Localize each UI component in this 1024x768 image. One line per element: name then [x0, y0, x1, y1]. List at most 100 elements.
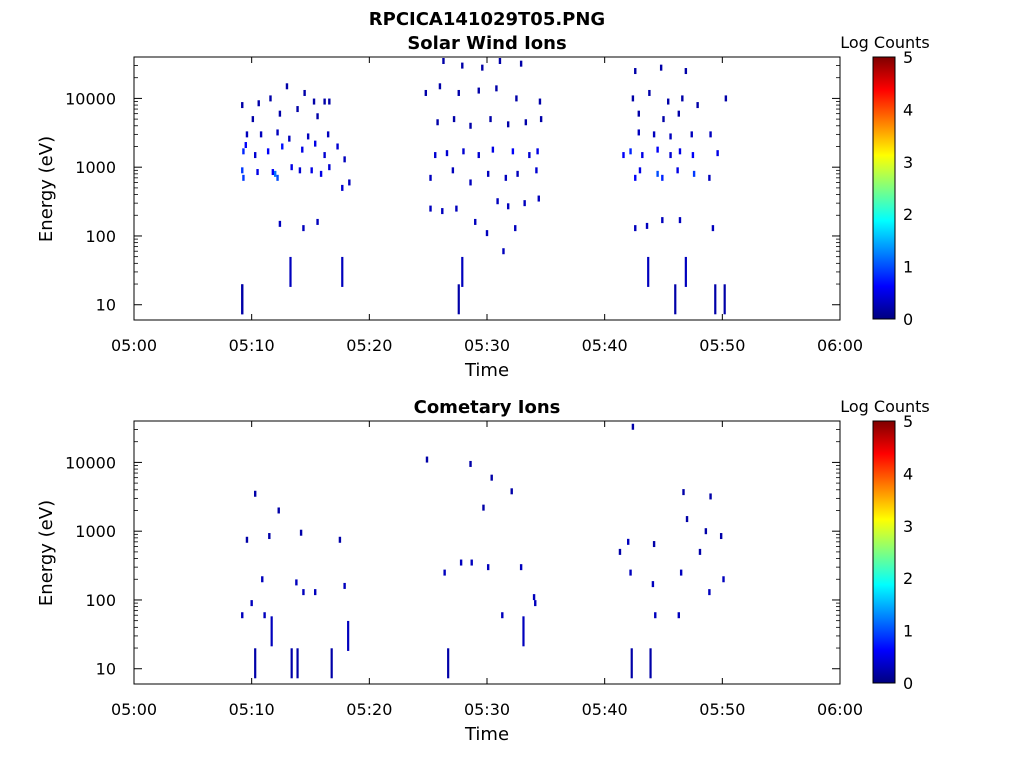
colorbar-tick-label: 1	[903, 622, 913, 641]
data-cell	[302, 225, 305, 232]
data-cell	[242, 148, 245, 155]
data-cell	[511, 148, 515, 155]
data-cell	[698, 548, 702, 555]
data-cell	[506, 203, 510, 210]
y-tick-label: 100	[85, 227, 116, 246]
data-cell	[298, 167, 302, 174]
data-cell	[316, 218, 319, 225]
data-cell	[253, 490, 257, 497]
data-cell	[661, 174, 664, 181]
data-cell	[627, 538, 630, 545]
data-cell	[661, 217, 664, 224]
y-tick-label: 10	[96, 660, 116, 679]
data-cell	[343, 156, 346, 163]
data-cell	[285, 83, 289, 90]
data-cell	[486, 564, 490, 571]
data-cell	[656, 146, 659, 153]
data-cell	[441, 208, 444, 215]
data-cell	[519, 564, 523, 571]
colorbar-tick-label: 0	[903, 310, 913, 329]
data-cell	[310, 167, 313, 174]
panel-1-plot-area	[133, 56, 841, 321]
data-cell	[281, 143, 284, 150]
colorbar-tick-label: 3	[903, 517, 913, 536]
data-cell	[314, 140, 317, 147]
data-cell	[678, 217, 682, 224]
data-cell	[274, 170, 277, 177]
data-cell	[244, 142, 247, 149]
data-cell	[691, 152, 695, 159]
data-cell	[647, 256, 650, 287]
colorbar-tick-label: 4	[903, 464, 913, 483]
panel-2-ylabel: Energy (eV)	[36, 500, 57, 606]
data-cell	[278, 110, 282, 117]
data-cell	[696, 102, 699, 109]
data-cell	[704, 528, 708, 535]
data-cell	[491, 146, 495, 153]
data-cell	[637, 129, 640, 136]
data-cell	[502, 248, 505, 255]
data-cell	[535, 167, 538, 174]
data-cell	[536, 148, 539, 155]
data-cell	[504, 174, 508, 181]
data-cell	[245, 536, 249, 543]
data-cell	[489, 116, 492, 123]
data-cell	[534, 600, 537, 607]
data-cell	[343, 582, 346, 589]
data-cell	[708, 589, 711, 596]
y-tick-label: 10000	[65, 453, 116, 472]
data-cell	[263, 612, 266, 619]
data-cell	[674, 284, 677, 315]
data-cell	[259, 131, 263, 138]
data-cell	[270, 616, 273, 647]
data-cell	[474, 218, 477, 225]
data-cell	[486, 170, 490, 177]
data-cell	[495, 85, 498, 92]
data-cell	[482, 504, 485, 511]
data-cell	[532, 594, 536, 601]
panel-1-ylabel: Energy (eV)	[36, 136, 57, 242]
data-cell	[328, 98, 331, 105]
data-cell	[645, 222, 649, 229]
data-cell	[328, 164, 331, 171]
data-cell	[434, 152, 437, 159]
data-cell	[290, 164, 293, 171]
data-cell	[266, 148, 270, 155]
data-cell	[631, 423, 635, 430]
data-cell	[455, 205, 458, 212]
data-cell	[485, 230, 489, 237]
x-tick-label: 05:10	[229, 700, 275, 719]
data-cell	[330, 648, 333, 679]
y-tick-label: 10000	[65, 89, 116, 108]
data-cell	[306, 133, 310, 140]
data-cell	[424, 89, 428, 96]
x-tick-label: 05:40	[582, 700, 628, 719]
panel-2-axes: 05:00 05:10 05:20 05:30 05:40 05:50 06:00 10 100…	[65, 420, 863, 719]
x-tick-label: 06:00	[817, 700, 863, 719]
data-cell	[631, 95, 635, 102]
panel-1-colorbar-label: Log Counts	[840, 33, 930, 52]
data-cell	[312, 98, 316, 105]
panel-solar-wind: Solar Wind Ions 05:00 05:10 05:20 05:30 05:4…	[36, 33, 930, 381]
data-cell	[245, 131, 249, 138]
data-cell	[301, 146, 304, 153]
data-cell	[669, 133, 672, 140]
data-cell	[461, 256, 464, 287]
data-cell	[692, 170, 696, 177]
data-cell	[438, 83, 442, 90]
panel-1-colorbar	[872, 56, 896, 320]
x-tick-label: 05:30	[464, 336, 510, 355]
data-cell	[618, 548, 622, 555]
data-cell	[634, 68, 637, 75]
data-cell	[289, 256, 292, 287]
data-cell	[319, 170, 323, 177]
data-cell	[682, 489, 685, 496]
data-cell	[457, 284, 460, 315]
data-cell	[457, 89, 460, 96]
data-cell	[496, 198, 499, 205]
data-cell	[241, 612, 244, 619]
data-cell	[326, 131, 330, 138]
figure-title: RPCICA141029T05.PNG	[369, 9, 605, 30]
data-cell	[637, 110, 640, 117]
data-cell	[515, 95, 518, 102]
